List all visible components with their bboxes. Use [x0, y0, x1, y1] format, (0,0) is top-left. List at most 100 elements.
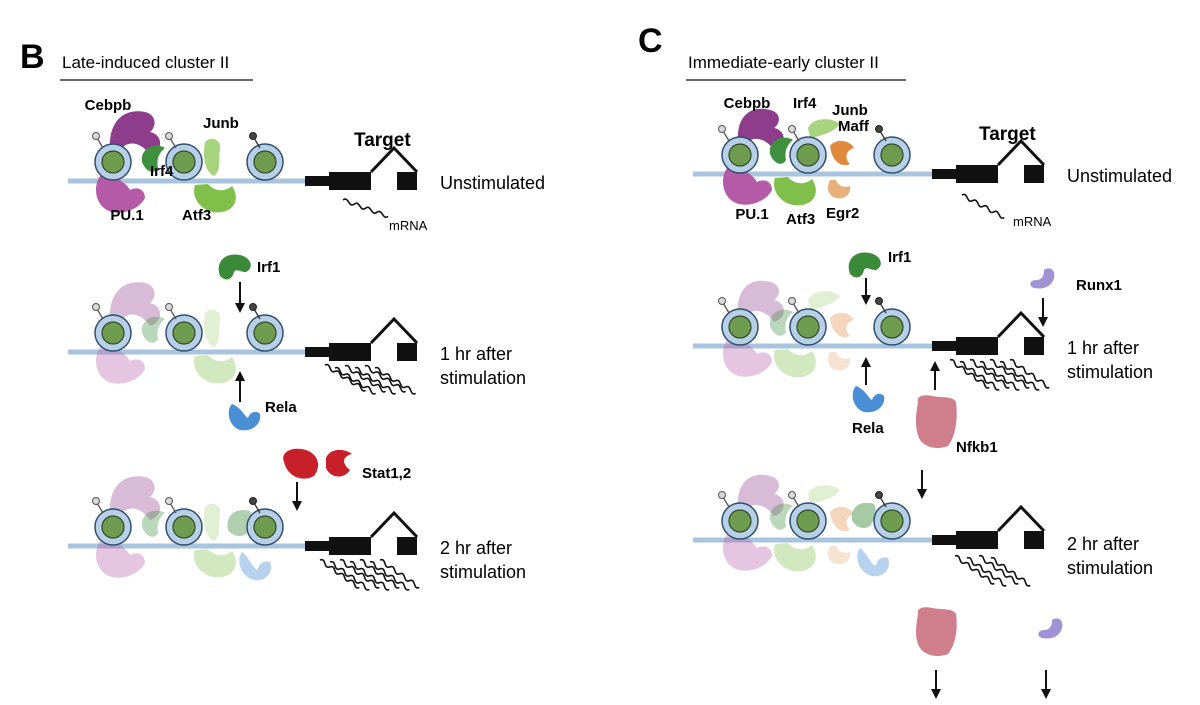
- egr2-protein: [828, 180, 851, 199]
- state-2hr-line1: 2 hr after: [440, 538, 512, 558]
- label-cebpb: Cebpb: [85, 97, 132, 114]
- junb-protein: [808, 291, 840, 310]
- state-2hr-line2: stimulation: [1067, 558, 1153, 578]
- pu1-protein: [723, 533, 772, 571]
- atf3-protein: [774, 349, 816, 378]
- stat2-protein: [326, 449, 352, 477]
- pu1-protein: [96, 540, 145, 578]
- pu1-protein: [723, 339, 772, 377]
- label-target: Target: [979, 124, 1036, 145]
- label-atf3: Atf3: [786, 211, 815, 228]
- methyl-mark: [91, 302, 104, 320]
- label-irf4: Irf4: [150, 163, 174, 180]
- panel-b-row-unstimulated: Cebpb Irf4 Junb PU.1 Atf3 Target mRNA Un…: [68, 97, 545, 233]
- irf1-protein: [848, 252, 881, 278]
- methyl-mark: [91, 131, 104, 149]
- junb-protein: [808, 485, 840, 504]
- state-unstimulated: Unstimulated: [440, 173, 545, 193]
- label-irf4: Irf4: [793, 95, 817, 112]
- methyl-mark: [248, 302, 261, 320]
- rela-protein: [852, 386, 885, 413]
- label-nfkb1: Nfkb1: [956, 439, 998, 456]
- state-2hr-line1: 2 hr after: [1067, 534, 1139, 554]
- methyl-mark: [248, 496, 261, 514]
- irf4-protein: [141, 145, 165, 172]
- label-irf1: Irf1: [257, 259, 280, 276]
- methyl-mark: [248, 131, 261, 149]
- atf3-protein: [774, 543, 816, 572]
- panel-c: C Immediate-early cluster II Cebpb Irf4 …: [638, 22, 1172, 699]
- nucleosome: [721, 502, 759, 540]
- atf3-protein: [194, 549, 236, 578]
- irf4-protein: [141, 510, 165, 537]
- mrna-squiggle: [341, 197, 390, 219]
- egr2-protein: [828, 352, 851, 371]
- cebpb-protein: [109, 111, 161, 155]
- panel-b-row-2hr: Stat1,2 2 hr after stimulation: [68, 448, 526, 592]
- junb-protein: [204, 138, 221, 176]
- label-rela: Rela: [265, 399, 297, 416]
- target-gene: [930, 505, 1046, 551]
- state-1hr-line1: 1 hr after: [440, 344, 512, 364]
- methyl-mark: [164, 496, 177, 514]
- state-1hr-line2: stimulation: [440, 368, 526, 388]
- methyl-mark: [164, 302, 177, 320]
- label-junb: Junb: [832, 102, 868, 119]
- label-junb: Junb: [203, 115, 239, 132]
- nucleosome: [246, 314, 284, 352]
- panel-c-letter: C: [638, 22, 663, 60]
- panel-b-letter: B: [20, 38, 45, 76]
- methyl-mark: [874, 296, 887, 314]
- label-runx1: Runx1: [1076, 277, 1122, 294]
- mrna-squiggle: [960, 192, 1006, 220]
- nucleosome: [246, 508, 284, 546]
- label-rela: Rela: [852, 420, 884, 437]
- panel-c-row-1hr: Irf1 Rela Nfkb1 Runx1 1 hr after: [693, 249, 1153, 456]
- nucleosome: [94, 314, 132, 352]
- label-stat: Stat1,2: [362, 465, 411, 482]
- target-gene: [303, 146, 419, 192]
- egr2-protein: [828, 546, 851, 565]
- methyl-mark: [164, 131, 177, 149]
- panel-c-row-unstimulated: Cebpb Irf4 Junb Maff PU.1 Atf3 Egr2 Targ…: [693, 95, 1172, 229]
- maff-protein: [830, 312, 854, 338]
- nucleosome: [789, 308, 827, 346]
- panel-b: B Late-induced cluster II Cebpb Irf4 Jun…: [20, 38, 545, 592]
- nucleosome: [789, 136, 827, 174]
- methyl-mark: [874, 490, 887, 508]
- nucleosome: [94, 143, 132, 181]
- irf4-protein: [769, 309, 793, 336]
- label-egr2: Egr2: [826, 205, 859, 222]
- junb-protein: [204, 309, 221, 347]
- target-gene: [303, 317, 419, 363]
- pu1-protein: [723, 167, 772, 205]
- nfkb1-protein: [916, 607, 957, 656]
- rela-protein: [857, 548, 890, 577]
- methyl-mark: [717, 296, 730, 314]
- label-target: Target: [354, 130, 411, 151]
- panel-c-title: Immediate-early cluster II: [688, 53, 879, 72]
- label-atf3: Atf3: [182, 207, 211, 224]
- nucleosome: [721, 308, 759, 346]
- irf1-protein: [851, 502, 876, 528]
- irf1-protein: [218, 254, 251, 280]
- label-irf1: Irf1: [888, 249, 911, 266]
- mrna-burst: [323, 362, 418, 396]
- nucleosome: [873, 308, 911, 346]
- state-2hr-line2: stimulation: [440, 562, 526, 582]
- nucleosome: [873, 136, 911, 174]
- mrna-burst: [948, 357, 1052, 392]
- mrna-burst: [953, 553, 1033, 588]
- target-gene: [930, 311, 1046, 357]
- methyl-mark: [717, 124, 730, 142]
- runx1-protein: [1038, 618, 1063, 639]
- panel-c-row-2hr: 2 hr after stimulation: [693, 474, 1153, 588]
- methyl-mark: [91, 496, 104, 514]
- target-gene: [303, 511, 419, 557]
- panel-b-row-1hr: Irf1 Rela 1 hr after stimulation: [68, 254, 526, 431]
- maff-protein: [830, 506, 854, 532]
- label-cebpb: Cebpb: [724, 95, 771, 112]
- nfkb1-protein: [916, 395, 957, 448]
